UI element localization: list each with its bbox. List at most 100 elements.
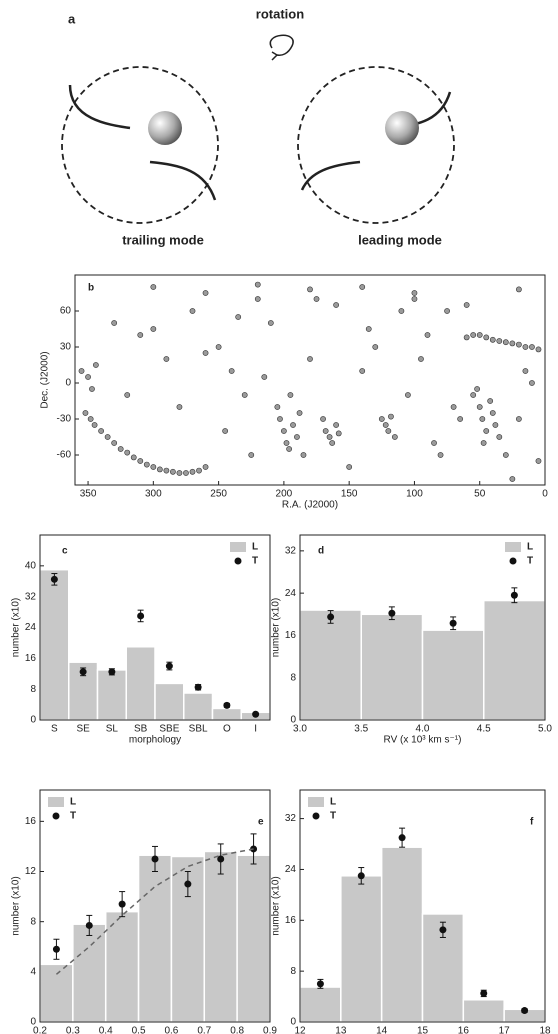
bar xyxy=(211,707,242,721)
disk-outline xyxy=(297,66,455,224)
data-point xyxy=(346,464,353,470)
rotation-arrow xyxy=(269,34,294,56)
data-point xyxy=(333,302,340,308)
y-axis-label: number (x10) xyxy=(11,598,22,657)
y-axis-label: number (x10) xyxy=(271,876,282,935)
data-point xyxy=(522,344,529,350)
data-point xyxy=(449,619,457,627)
data-point xyxy=(85,921,93,929)
data-point xyxy=(359,368,366,374)
data-point xyxy=(502,452,509,458)
data-point xyxy=(333,422,340,428)
data-point xyxy=(502,339,509,346)
y-tick-label: 0 xyxy=(290,1017,296,1028)
data-point xyxy=(365,326,372,332)
bulge xyxy=(148,111,182,145)
x-tick-label: 16 xyxy=(458,1026,470,1034)
x-tick-label: SE xyxy=(76,724,90,735)
data-point xyxy=(156,466,163,473)
panel-label: d xyxy=(318,546,324,557)
bar xyxy=(104,910,140,1023)
data-point xyxy=(194,683,202,691)
legend-swatch xyxy=(48,797,64,807)
data-point xyxy=(483,334,490,341)
x-axis-label: RV (x 10³ km s⁻¹) xyxy=(384,735,462,746)
data-point xyxy=(496,434,503,440)
data-point xyxy=(457,416,464,422)
data-point xyxy=(89,386,95,392)
x-tick-label: O xyxy=(223,724,231,735)
legend-label: T xyxy=(330,811,336,822)
bar xyxy=(154,682,185,721)
diagram: a rotation trailing mode leading mode xyxy=(61,6,455,247)
data-point xyxy=(437,452,444,458)
data-point xyxy=(480,440,487,446)
data-point xyxy=(388,413,394,420)
data-point xyxy=(492,422,499,428)
data-point xyxy=(470,332,477,338)
data-point xyxy=(274,404,281,410)
data-point xyxy=(431,440,437,446)
y-tick-label: 60 xyxy=(60,306,72,317)
data-point xyxy=(359,284,366,290)
data-point xyxy=(241,392,248,398)
data-point xyxy=(300,452,307,458)
bar xyxy=(483,599,546,721)
data-point xyxy=(82,410,89,416)
x-tick-label: SB xyxy=(134,724,148,735)
data-point xyxy=(124,449,131,456)
bar xyxy=(421,629,485,721)
y-tick-label: 16 xyxy=(285,630,297,641)
legend-label: T xyxy=(252,556,258,567)
data-point xyxy=(163,356,170,362)
bar xyxy=(39,568,70,721)
data-point xyxy=(385,428,392,434)
y-tick-label: 8 xyxy=(30,684,36,695)
data-point xyxy=(137,612,145,620)
legend-label: L xyxy=(252,542,258,553)
data-point xyxy=(474,386,481,392)
plot-frame xyxy=(39,789,271,1023)
bar xyxy=(380,846,424,1023)
y-tick-label: 4 xyxy=(30,966,36,977)
data-point xyxy=(316,980,324,988)
y-axis-label: number (x10) xyxy=(271,598,282,657)
x-tick-label: 4.5 xyxy=(477,724,491,735)
y-tick-label: 32 xyxy=(285,545,297,556)
data-point xyxy=(254,281,261,288)
data-point xyxy=(294,434,300,440)
data-point xyxy=(535,458,542,464)
data-point xyxy=(357,872,365,880)
data-point xyxy=(398,834,406,842)
data-point xyxy=(118,900,126,908)
y-tick-label: -30 xyxy=(57,414,72,425)
data-point xyxy=(87,416,94,422)
data-point xyxy=(335,430,342,437)
data-point xyxy=(476,332,483,338)
data-point xyxy=(286,446,293,452)
legend-swatch xyxy=(52,812,60,820)
data-point xyxy=(307,356,313,362)
panel-label: c xyxy=(62,546,68,557)
y-axis-label: number (x10) xyxy=(11,876,22,935)
disk-outline xyxy=(61,66,219,224)
spiral-arm xyxy=(300,91,452,191)
data-point xyxy=(183,470,189,476)
data-point xyxy=(424,332,431,338)
x-tick-label: 50 xyxy=(474,489,486,500)
x-tick-label: 13 xyxy=(335,1026,347,1034)
data-point xyxy=(411,296,418,302)
data-point xyxy=(535,346,542,353)
plot-frame xyxy=(74,274,546,486)
plot-frame xyxy=(39,534,271,721)
data-point xyxy=(483,428,490,434)
bar xyxy=(96,669,127,721)
x-axis-label: morphology xyxy=(129,735,181,746)
data-point xyxy=(382,422,389,428)
data-point xyxy=(50,575,58,583)
data-point xyxy=(463,334,470,341)
x-tick-label: 0.9 xyxy=(263,1026,277,1034)
data-point xyxy=(150,326,157,332)
data-point xyxy=(176,404,183,410)
data-point xyxy=(398,308,405,314)
